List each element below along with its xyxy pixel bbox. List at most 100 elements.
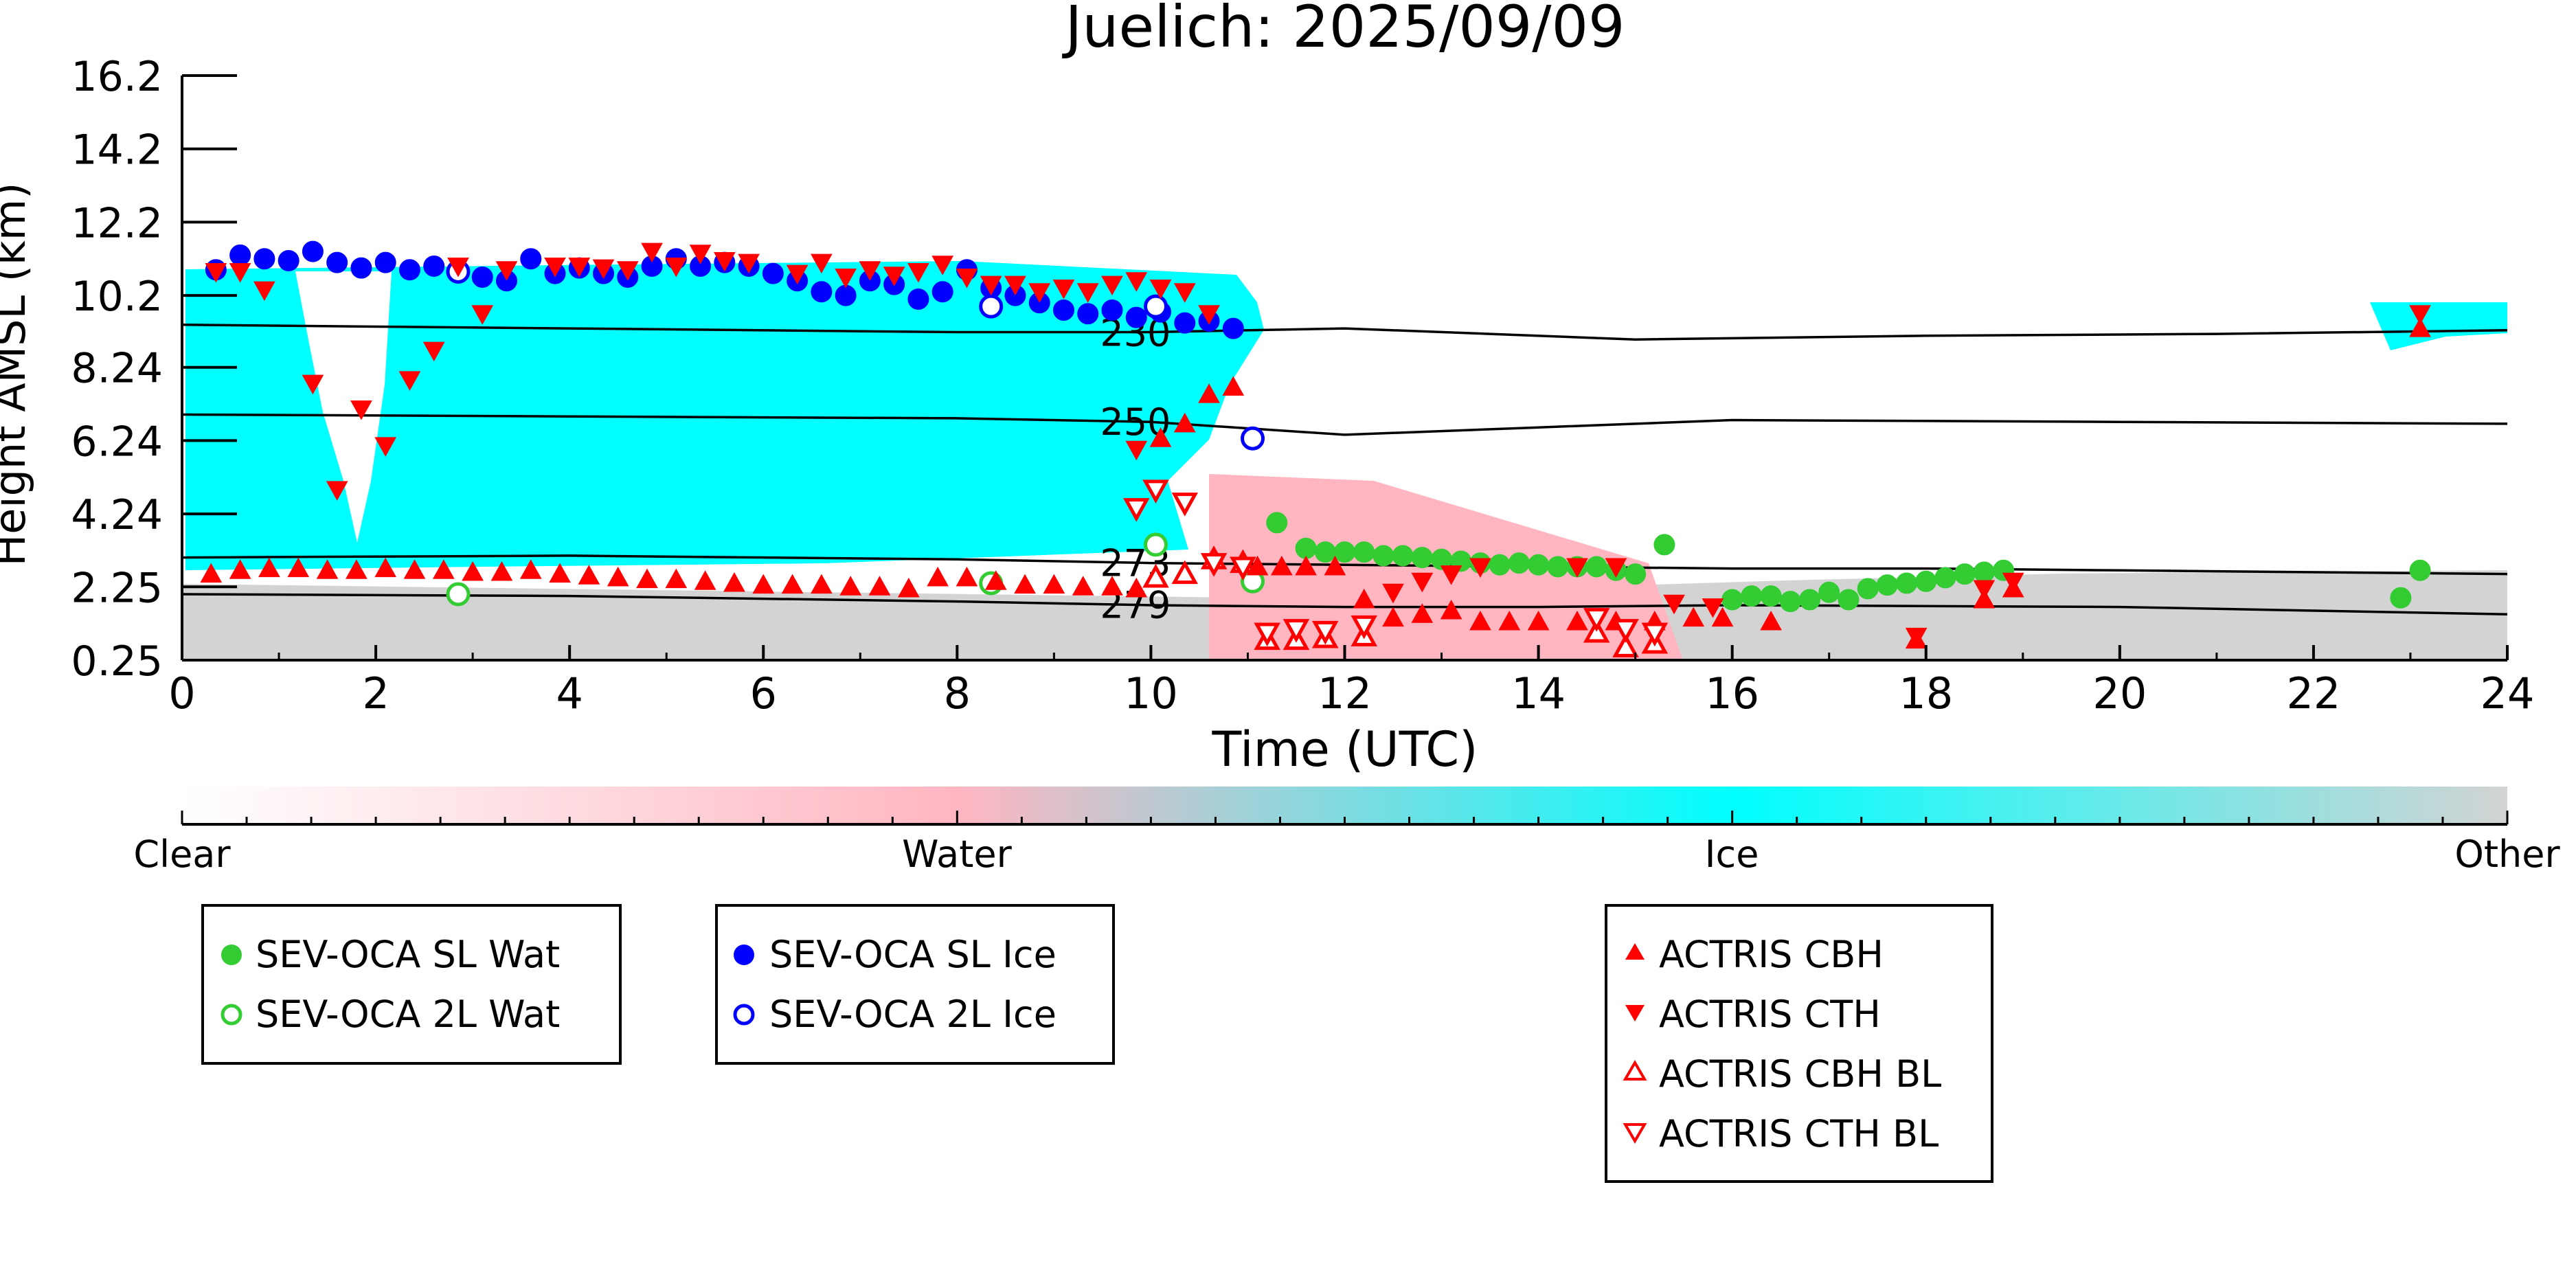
data-point xyxy=(1382,607,1404,627)
data-point xyxy=(1295,537,1317,559)
data-point xyxy=(1915,570,1937,592)
data-point xyxy=(1171,493,1199,517)
data-point xyxy=(544,257,566,278)
y-tick-label: 14.2 xyxy=(71,126,163,174)
x-tick-label: 16 xyxy=(1705,668,1759,719)
data-point xyxy=(326,251,348,273)
data-point xyxy=(229,262,251,283)
data-point xyxy=(1142,563,1169,588)
legend-marker-sl-wat xyxy=(221,945,242,965)
data-point xyxy=(665,257,688,278)
data-point xyxy=(1469,558,1491,578)
data-point xyxy=(1721,589,1743,611)
data-point xyxy=(1353,588,1375,609)
data-point xyxy=(253,281,275,302)
colorbar-label-clear: Clear xyxy=(133,833,231,876)
colorbar-label-other: Other xyxy=(2454,833,2560,876)
data-point xyxy=(326,481,348,501)
ice-patch-late xyxy=(2370,302,2507,350)
data-point xyxy=(1440,565,1462,585)
data-point xyxy=(568,257,591,278)
data-point xyxy=(350,257,372,279)
x-tick-label: 14 xyxy=(1511,668,1566,719)
data-point xyxy=(578,565,600,585)
data-point xyxy=(229,559,251,579)
data-point xyxy=(1799,589,1820,611)
x-tick-label: 4 xyxy=(556,668,583,719)
y-tick-label: 8.24 xyxy=(71,345,163,393)
data-point xyxy=(398,259,420,281)
y-axis-label: Height AMSL (km) xyxy=(0,183,35,567)
x-ticks: 0 2 4 6 8 10 12 14 16 18 20 22 24 xyxy=(168,645,2534,719)
colorbar-label-water: Water xyxy=(902,833,1012,876)
data-point xyxy=(1312,620,1339,645)
data-point xyxy=(835,268,857,289)
legend-label-cth-bl: ACTRIS CTH BL xyxy=(1659,1112,1939,1155)
data-point xyxy=(839,576,862,596)
data-point xyxy=(738,253,760,274)
data-point xyxy=(200,563,223,583)
data-point xyxy=(1469,610,1491,631)
data-point xyxy=(302,240,324,262)
x-tick-label: 0 xyxy=(168,668,195,719)
data-point xyxy=(1222,317,1244,339)
data-point xyxy=(1004,275,1026,296)
data-point xyxy=(2409,305,2431,325)
data-point xyxy=(1508,552,1530,574)
data-point xyxy=(1711,607,1734,627)
data-point xyxy=(1101,275,1123,296)
legend-sevoca-water: SEV-OCA SL Wat SEV-OCA 2L Wat xyxy=(201,904,622,1065)
data-point xyxy=(762,262,784,284)
data-point xyxy=(811,281,833,303)
data-point xyxy=(1382,583,1404,604)
data-point xyxy=(786,264,809,285)
series-markers xyxy=(200,240,2431,657)
data-point xyxy=(665,568,688,589)
data-point xyxy=(471,266,493,288)
series-actris-cth xyxy=(205,242,2431,648)
data-point xyxy=(258,557,280,578)
y-tick-label: 4.24 xyxy=(71,491,163,539)
data-point xyxy=(1779,591,1801,613)
data-point xyxy=(1125,440,1148,461)
data-point xyxy=(278,249,300,271)
data-point xyxy=(398,371,421,391)
ice-region xyxy=(185,261,1264,570)
data-point xyxy=(616,261,639,281)
data-point xyxy=(1440,599,1462,620)
data-point xyxy=(1149,279,1172,300)
data-point xyxy=(811,574,833,594)
data-point xyxy=(423,255,445,277)
colorbar-label-ice: Ice xyxy=(1705,833,1759,876)
x-tick-label: 10 xyxy=(1124,668,1178,719)
legend-label-cbh: ACTRIS CBH xyxy=(1659,933,1884,976)
data-point xyxy=(979,294,1004,319)
data-point xyxy=(1702,598,1724,618)
data-point xyxy=(956,268,978,289)
data-point xyxy=(1072,576,1094,596)
legend-marker-cbh xyxy=(1625,943,1645,960)
data-point xyxy=(1583,608,1610,632)
data-point xyxy=(641,242,663,263)
data-point xyxy=(1818,581,1840,603)
data-point xyxy=(1351,615,1377,640)
data-point xyxy=(205,262,227,283)
data-point xyxy=(984,570,1007,590)
data-point xyxy=(1334,541,1355,563)
data-point xyxy=(868,576,891,596)
data-point xyxy=(752,574,775,594)
data-point xyxy=(897,577,920,598)
legend-marker-sl-ice xyxy=(734,945,754,965)
ice-gap xyxy=(295,271,392,543)
data-point xyxy=(471,305,494,325)
data-point xyxy=(1254,622,1280,647)
data-point xyxy=(422,341,445,362)
legend-box xyxy=(715,904,1115,1065)
y-tick-label: 16.2 xyxy=(71,53,163,101)
data-point xyxy=(1028,283,1051,303)
data-point xyxy=(229,244,251,266)
data-point xyxy=(403,559,426,579)
data-point xyxy=(1270,555,1293,576)
data-point xyxy=(1566,558,1588,578)
